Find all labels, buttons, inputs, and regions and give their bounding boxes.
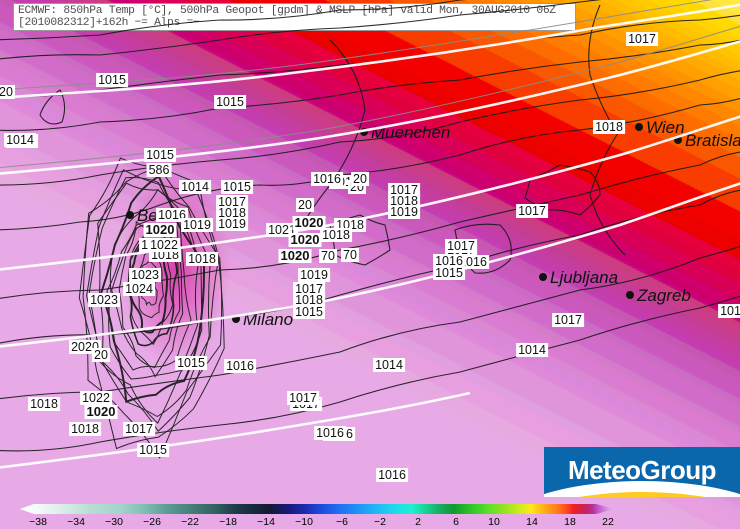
svg-text:Zagreb: Zagreb xyxy=(636,286,691,305)
svg-text:Wien: Wien xyxy=(646,118,685,137)
svg-text:Bratislava: Bratislava xyxy=(685,131,740,150)
svg-text:Ljubljana: Ljubljana xyxy=(550,268,618,287)
